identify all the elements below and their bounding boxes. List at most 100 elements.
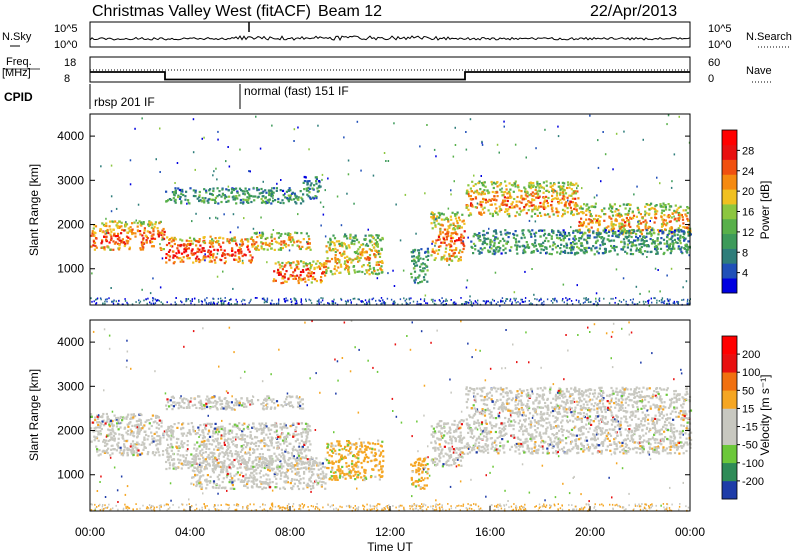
echo-cell [443,254,446,257]
echo-cell [191,253,194,256]
echo-cell [101,246,104,249]
echo-cell [280,464,283,468]
echo-cell [231,247,234,250]
echo-cell [160,231,163,234]
echo-cell [229,438,232,441]
echo-cell [258,465,261,468]
echo-cell [275,441,278,444]
echo-cell [266,463,270,466]
echo-cell [331,240,334,244]
echo-cell [130,452,134,455]
echo-cell [306,263,309,266]
ground-scatter [357,298,359,301]
echo-cell [186,444,189,447]
echo-cell [151,223,154,226]
noise-speck [644,213,646,216]
noise-speck [216,252,219,255]
noise-speck [216,275,219,278]
echo-cell [473,232,476,236]
noise-speck [650,235,652,237]
echo-cell [90,245,93,248]
echo-cell [412,255,415,258]
echo-cell [535,186,538,189]
echo-cell [166,447,169,450]
noise-speck [593,196,596,199]
echo-cell [467,214,471,217]
echo-cell [103,444,107,447]
echo-cell [415,261,418,264]
echo-cell [410,272,413,275]
echo-cell [628,234,631,237]
echo-cell [196,432,199,435]
echo-cell [298,276,301,279]
echo-cell [303,180,306,183]
echo-cell [543,213,546,216]
echo-cell [547,196,550,200]
echo-cell [223,452,226,455]
echo-cell [192,425,195,428]
echo-cell [640,242,643,246]
echo-cell [113,439,116,442]
echo-cell [458,237,461,240]
echo-cell [548,215,551,218]
echo-cell [377,263,380,266]
echo-cell [220,425,223,428]
noise-speck [227,185,230,188]
echo-cell [294,428,297,431]
echo-cell [449,240,452,243]
noise-speck [499,304,501,307]
echo-cell [243,434,246,437]
ground-scatter [320,301,322,304]
echo-cell [543,196,546,200]
echo-cell [558,237,561,240]
echo-cell [483,237,486,240]
echo-cell [618,214,621,217]
echo-cell [210,260,213,263]
echo-cell [563,249,567,252]
echo-cell [109,432,112,435]
echo-cell [143,231,146,234]
echo-cell [473,191,476,194]
echo-cell [140,241,143,244]
echo-cell [493,239,496,242]
echo-cell [467,190,470,194]
echo-cell [126,451,129,454]
echo-cell [299,270,303,274]
echo-cell [345,264,348,268]
echo-cell [306,267,309,270]
echo-cell [529,181,532,184]
echo-cell [248,250,251,253]
echo-cell [134,424,137,427]
echo-cell [454,231,457,234]
noise-speck [473,174,475,177]
noise-speck [666,123,668,126]
echo-cell [106,418,109,421]
echo-cell [443,241,446,244]
echo-cell [450,237,453,240]
echo-cell [268,198,271,201]
echo-cell [241,430,244,433]
echo-cell [152,421,155,424]
echo-cell [360,243,363,247]
echo-cell [155,416,158,419]
echo-cell [284,438,287,441]
echo-cell [273,237,276,240]
echo-cell [217,427,220,430]
echo-cell [559,198,562,201]
echo-cell [241,455,244,458]
echo-cell [308,196,312,199]
echo-cell [197,258,200,261]
noise-speck [252,186,255,189]
echo-cell [627,219,630,222]
echo-cell [218,430,221,433]
noise-speck [324,235,327,238]
echo-cell [545,195,548,198]
echo-cell [549,185,552,188]
echo-cell [312,188,315,191]
echo-cell [553,243,556,246]
echo-cell [486,243,489,246]
noise-speck [227,146,229,148]
ground-scatter [369,303,371,306]
echo-cell [508,206,511,209]
echo-cell [265,433,268,436]
